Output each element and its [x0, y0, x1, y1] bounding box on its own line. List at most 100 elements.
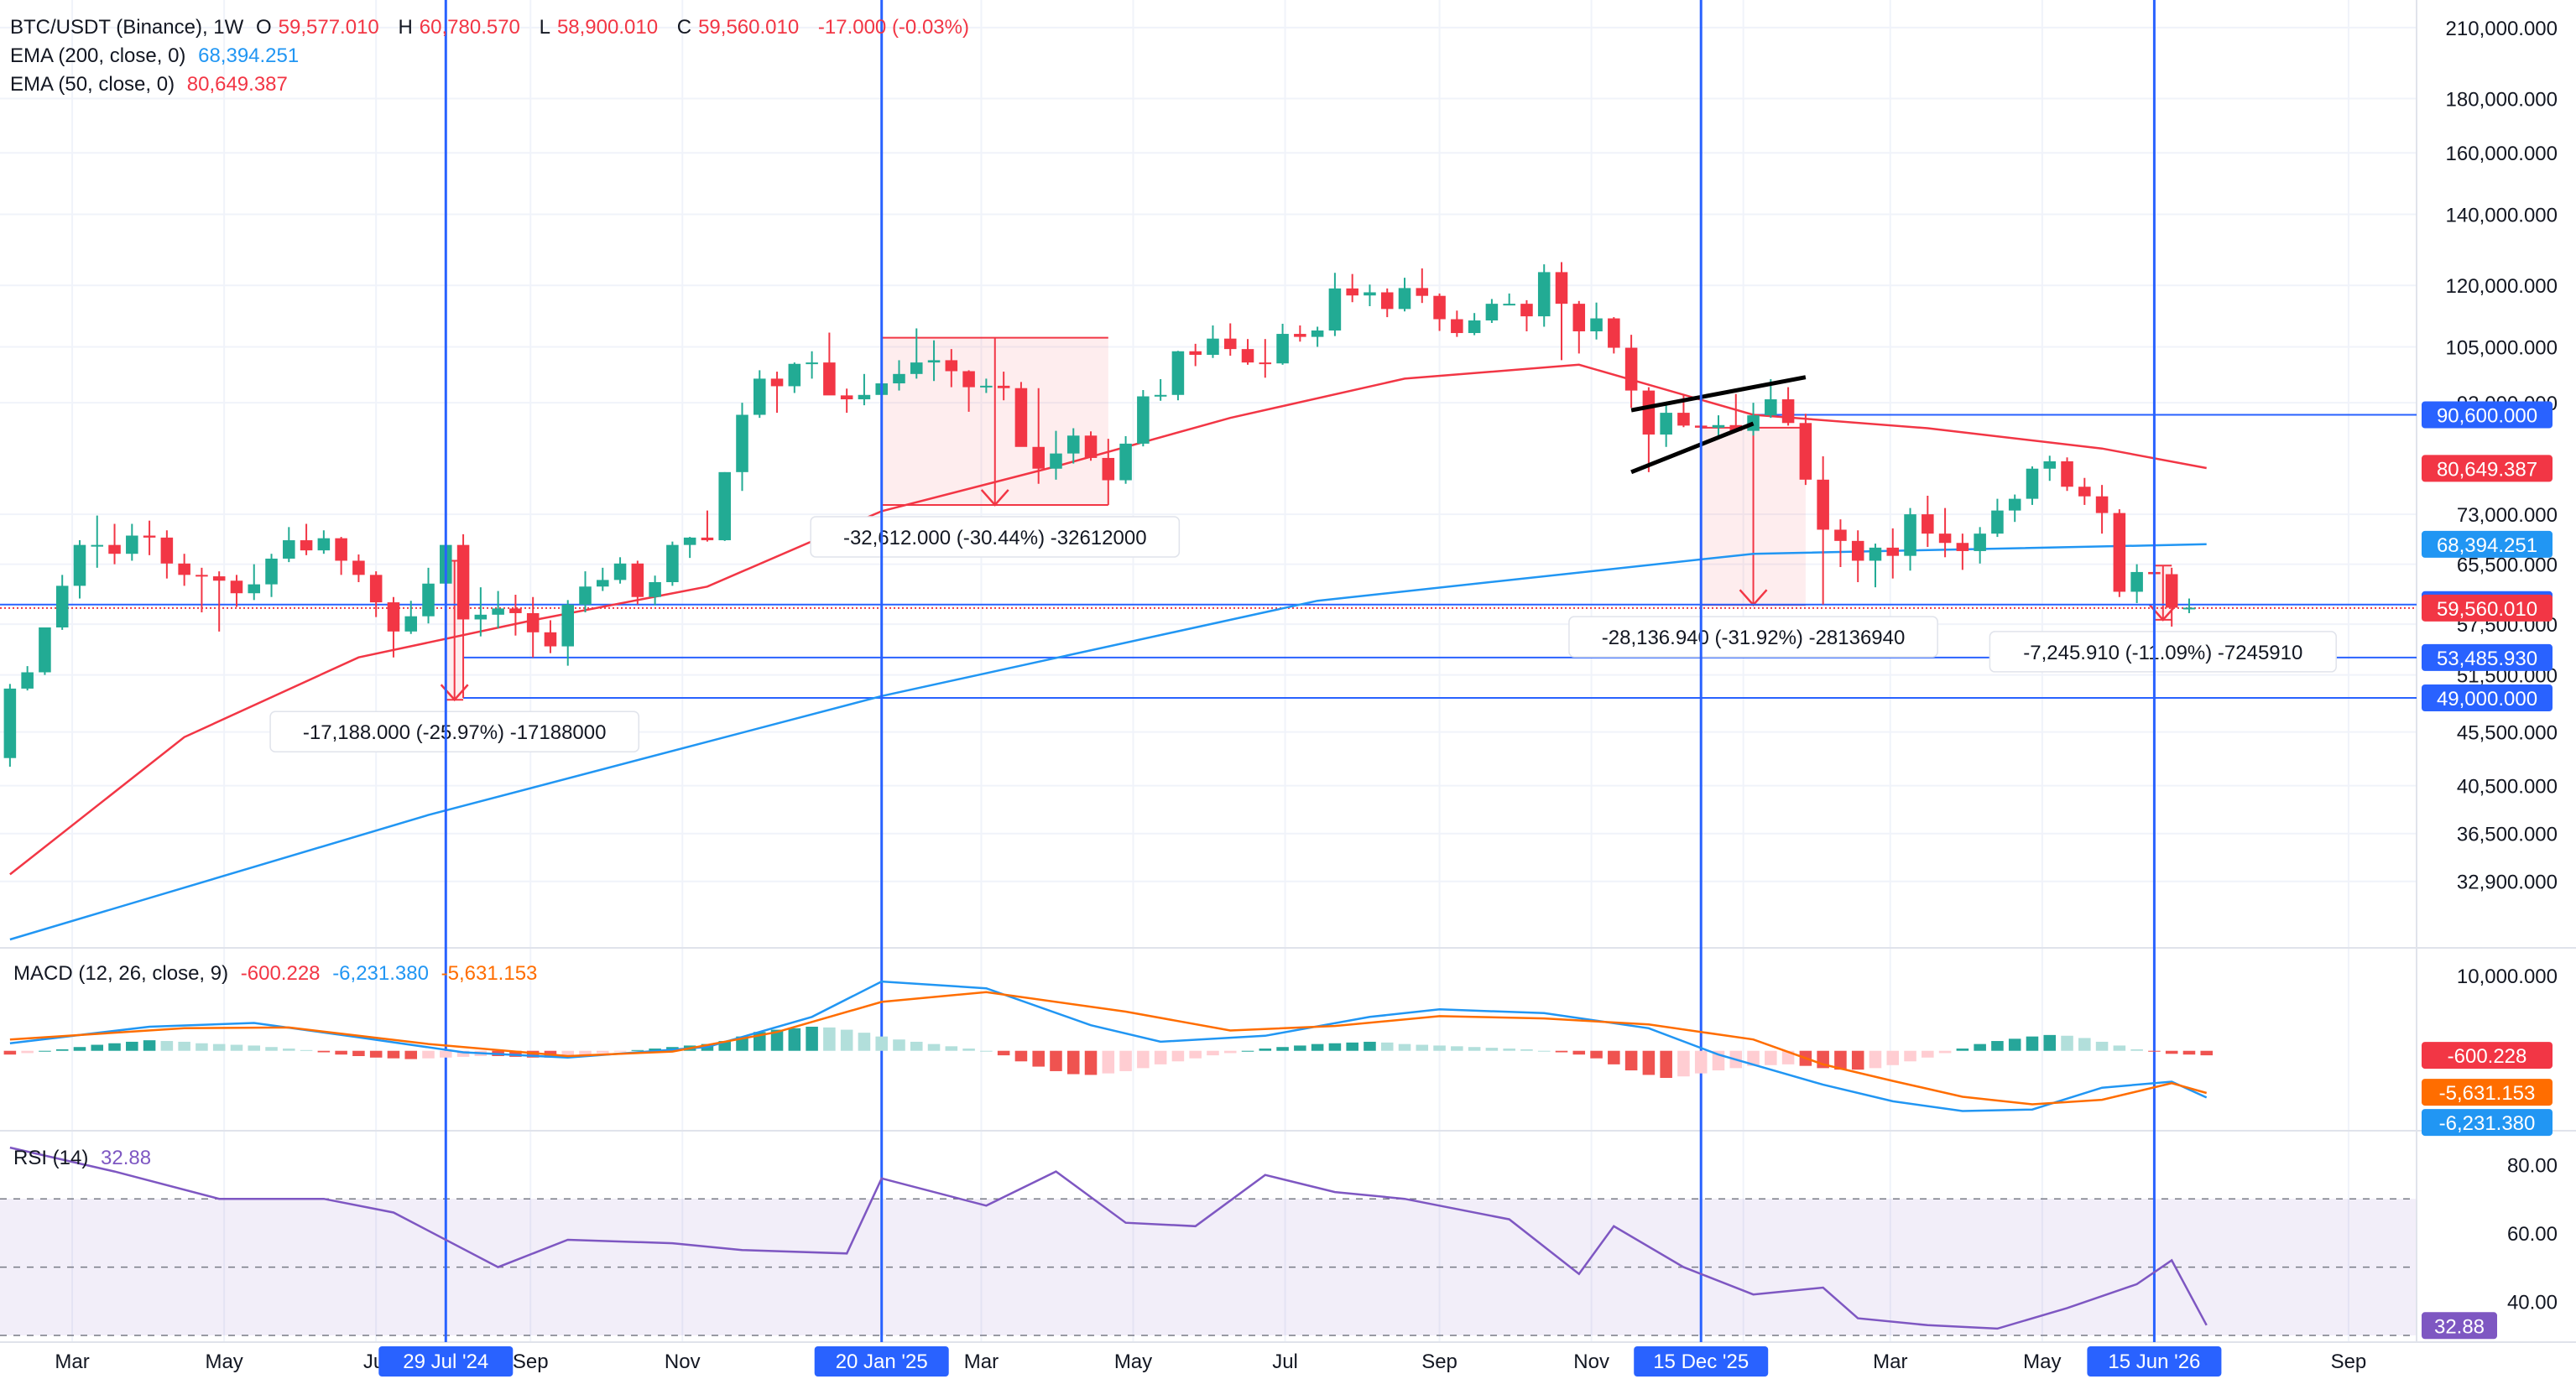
time-marker-tag: 29 Jul '24: [403, 1351, 488, 1373]
low-label: L: [539, 16, 550, 39]
ema200-line: [9, 543, 2207, 941]
candle-body: [1677, 413, 1690, 426]
macd-histogram-bar: [1398, 1043, 1411, 1051]
macd-histogram-bar: [823, 1027, 836, 1051]
macd-histogram-bar: [283, 1049, 295, 1051]
measure-label: -28,136.940 (-31.92%) -28136940: [1602, 627, 1906, 649]
macd-histogram-bar: [2182, 1050, 2196, 1055]
rsi-value: 32.88: [101, 1147, 152, 1169]
rsi-axis-tick: 60.00: [2507, 1223, 2558, 1246]
macd-histogram-bar: [1869, 1050, 1882, 1069]
candle-body: [1991, 510, 2004, 534]
candle-body: [21, 672, 34, 689]
candle-body: [526, 612, 540, 632]
measure-label: -17,188.000 (-25.97%) -17188000: [303, 721, 607, 744]
low-value: 58,900.010: [556, 16, 659, 39]
candle-body: [196, 575, 208, 577]
macd-histogram-bar: [1433, 1045, 1446, 1051]
macd-histogram-bar: [369, 1050, 383, 1058]
macd-histogram-bar: [1956, 1049, 1969, 1051]
candle-body: [422, 583, 435, 617]
candle-body: [300, 540, 313, 551]
candle-body: [649, 582, 661, 597]
macd-legend[interactable]: MACD (12, 26, close, 9) -600.228 -6,231.…: [13, 960, 544, 988]
macd-histogram-bar: [2165, 1050, 2178, 1054]
candle-body: [230, 580, 243, 594]
price-axis-tick: 210,000.000: [2446, 18, 2558, 40]
candle-body: [1712, 424, 1725, 428]
macd-histogram-bar: [3, 1050, 17, 1055]
macd-histogram-bar: [2095, 1041, 2109, 1051]
macd-histogram-bar: [1922, 1050, 1934, 1058]
macd-histogram-bar: [1346, 1042, 1358, 1051]
macd-histogram-bar: [335, 1050, 347, 1055]
time-axis-tick: Jul: [1272, 1351, 1298, 1373]
time-marker-tag-bg: [814, 1346, 949, 1377]
macd-histogram-bar: [108, 1043, 121, 1051]
candle-body: [1207, 338, 1219, 356]
macd-histogram-bar: [55, 1049, 69, 1051]
macd-histogram-bar: [980, 1050, 993, 1052]
ema50-legend[interactable]: EMA (50, close, 0) 80,649.387: [10, 70, 976, 99]
candle-body: [1119, 443, 1132, 481]
macd-histogram-bar: [178, 1041, 190, 1051]
candle-body: [1904, 514, 1916, 556]
candle-body: [1503, 304, 1515, 306]
candle-body: [1364, 292, 1376, 296]
candle-body: [823, 362, 836, 396]
macd-histogram-bar: [1485, 1048, 1499, 1051]
candle-body: [1014, 388, 1028, 447]
candle-body: [1590, 318, 1603, 332]
candle-body: [1781, 399, 1795, 424]
candle-body: [1869, 547, 1882, 561]
macd-histogram-bar: [2008, 1038, 2021, 1051]
candle-body: [613, 563, 627, 580]
macd-tag-bg: [2422, 1109, 2553, 1137]
candle-body: [910, 362, 923, 374]
macd-histogram-bar: [440, 1050, 452, 1058]
candle-body: [2165, 574, 2178, 608]
macd-histogram-bar: [1520, 1049, 1533, 1051]
price-tag-bg: [2422, 643, 2553, 671]
time-axis-tick: May: [1114, 1351, 1152, 1373]
candle-body: [945, 360, 958, 372]
high-label: H: [398, 16, 413, 39]
macd-histogram-bar: [1084, 1050, 1098, 1075]
candle-body: [962, 371, 975, 388]
macd-histogram-bar: [1694, 1050, 1708, 1074]
trendline: [1630, 421, 1755, 475]
macd-histogram-bar: [1660, 1050, 1672, 1079]
macd-label: MACD (12, 26, close, 9): [13, 962, 229, 985]
candle-body: [1817, 479, 1829, 530]
price-tag-bg: [2422, 684, 2553, 711]
macd-histogram-bar: [579, 1050, 592, 1055]
price-tag-bg: [2422, 401, 2553, 429]
rsi-legend[interactable]: RSI (14) 32.88: [13, 1144, 158, 1173]
candle-body: [143, 535, 156, 538]
price-axis-tick: 32,900.000: [2457, 872, 2558, 894]
candle-body: [631, 563, 644, 597]
price-tag: 68,394.251: [2437, 534, 2537, 557]
macd-histogram-bar: [1364, 1041, 1376, 1051]
measure-label-box: [810, 516, 1181, 558]
candle-body: [893, 373, 905, 384]
macd-histogram-bar: [1066, 1050, 1080, 1075]
candle-body: [335, 538, 347, 561]
candle-body: [1851, 540, 1864, 561]
macd-histogram-bar: [1468, 1047, 1481, 1051]
candle-body: [1311, 330, 1324, 337]
candle-body: [666, 544, 679, 583]
candle-body: [1380, 292, 1394, 310]
open-label: O: [255, 16, 272, 39]
macd-histogram-bar: [21, 1050, 34, 1054]
price-tag: 90,600.000: [2437, 405, 2537, 428]
macd-histogram-bar: [840, 1029, 853, 1051]
candle-body: [126, 535, 138, 554]
macd-histogram-bar: [1014, 1050, 1028, 1062]
candle-body: [352, 560, 365, 575]
macd-histogram-bar: [1137, 1050, 1150, 1069]
candle-body: [1259, 362, 1272, 365]
candle-body: [597, 580, 609, 587]
ema200-legend[interactable]: EMA (200, close, 0) 68,394.251: [10, 42, 976, 70]
